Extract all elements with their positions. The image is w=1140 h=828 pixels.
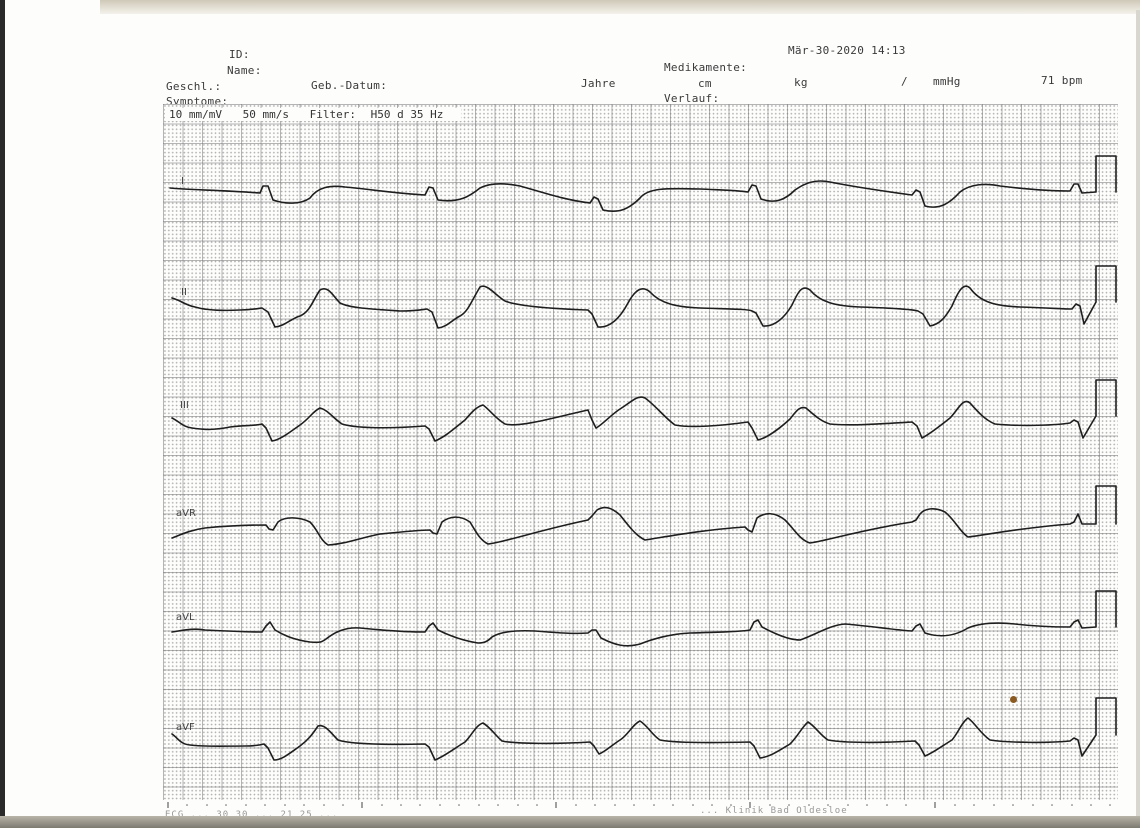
- footer-right-text: ... Klinik Bad Oldesloe: [700, 806, 848, 816]
- patient-name-label: Name:: [227, 64, 262, 77]
- filter-value: H50 d 35 Hz: [370, 108, 444, 121]
- gain-setting: 10 mm/mV: [169, 108, 222, 121]
- patient-id-label: ID:: [229, 48, 250, 61]
- trace-lead-avl: [171, 590, 1117, 647]
- lead-label-avl: aVL: [176, 612, 195, 623]
- trace-lead-i: [169, 155, 1117, 213]
- trace-lead-ii: [171, 265, 1117, 329]
- lead-label-avf: aVF: [176, 722, 195, 733]
- filter-label: Filter:: [309, 108, 356, 121]
- bp-separator: /: [901, 75, 908, 88]
- heart-rate: 71 bpm: [1041, 74, 1083, 87]
- recording-datetime: Mär-30-2020 14:13: [788, 44, 906, 57]
- scan-edge-top: [100, 0, 1140, 14]
- recording-settings: 10 mm/mV 50 mm/s Filter: H50 d 35 Hz: [165, 108, 462, 121]
- trace-lead-avr: [171, 485, 1117, 546]
- speed-setting: 50 mm/s: [242, 108, 289, 121]
- weight-unit: kg: [794, 76, 808, 89]
- trace-lead-avf: [171, 697, 1117, 761]
- timing-ticks: [167, 802, 936, 808]
- dob-label: Geb.-Datum:: [311, 79, 388, 92]
- footer-left-text: ECG ... 30 30 ... 21 25 ...: [165, 810, 339, 820]
- lead-label-avr: aVR: [176, 508, 196, 519]
- medications-label: Medikamente:: [664, 61, 748, 74]
- height-unit: cm: [698, 77, 712, 90]
- sex-label: Geschl.:: [166, 80, 222, 93]
- scan-edge-bottom: [0, 816, 1140, 828]
- course-label: Verlauf:: [664, 92, 720, 105]
- trace-lead-iii: [171, 379, 1117, 442]
- lead-label-iii: III: [180, 400, 189, 411]
- bp-unit: mmHg: [933, 75, 961, 88]
- lead-label-i: I: [181, 176, 184, 187]
- scan-edge-right: [1136, 10, 1140, 820]
- scan-edge-left: [0, 0, 5, 828]
- lead-label-ii: II: [181, 287, 187, 298]
- paper-stain: [1010, 696, 1017, 703]
- age-unit: Jahre: [581, 77, 616, 90]
- ecg-grid: [163, 104, 1118, 800]
